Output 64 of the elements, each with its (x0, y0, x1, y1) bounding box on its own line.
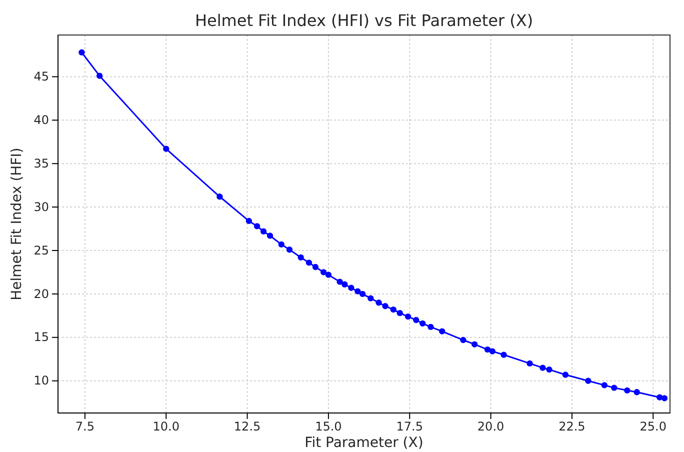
point (78, 49, 85, 56)
point (611, 384, 618, 391)
x-tick-label: 15.0 (315, 420, 342, 434)
point (634, 389, 640, 396)
point (390, 306, 396, 313)
point (278, 241, 284, 248)
point (500, 352, 507, 358)
point (312, 264, 319, 270)
point (382, 303, 388, 310)
point (562, 372, 569, 378)
point (336, 278, 343, 285)
x-tick-label: 20.0 (477, 420, 504, 434)
y-tick-label: 25 (34, 243, 49, 258)
y-tick-label: 30 (34, 200, 49, 214)
point (298, 254, 304, 261)
point (489, 348, 496, 354)
y-tick-label: 10 (34, 374, 49, 388)
y-axis-title: Helmet Fit Index (HFI) (9, 148, 25, 300)
point (428, 324, 434, 330)
point (546, 366, 552, 373)
y-tick-label: 15 (34, 330, 49, 344)
point (368, 295, 374, 302)
x-axis-title: Fit Parameter (X) (304, 435, 424, 451)
point (376, 300, 382, 306)
x-tick-label: 17.5 (396, 420, 423, 434)
x-tick-label: 10.0 (152, 420, 180, 434)
point (484, 346, 491, 353)
x-tick-label: 12.5 (234, 420, 261, 434)
point (342, 281, 348, 288)
point (420, 320, 426, 327)
point (354, 288, 361, 294)
point (286, 246, 293, 253)
point (585, 378, 592, 384)
point (438, 328, 446, 334)
point (601, 382, 608, 388)
point (163, 146, 170, 152)
point (471, 341, 478, 348)
point (404, 313, 412, 320)
point (96, 72, 103, 79)
x-tick-label: 25.0 (640, 420, 666, 434)
point (359, 290, 366, 298)
point (254, 223, 260, 230)
point (540, 364, 546, 371)
x-tick-label: 7.5 (75, 420, 94, 434)
point (661, 395, 668, 402)
y-tick-label: 20 (34, 286, 49, 301)
point (306, 260, 312, 266)
point (266, 232, 274, 239)
y-tick-label: 35 (34, 156, 49, 170)
point (260, 228, 267, 234)
point (413, 316, 420, 324)
point (460, 336, 466, 344)
point (624, 387, 630, 394)
chart-title: Helmet Fit Index (HFI) vs Fit Parameter (X) (194, 11, 534, 30)
x-tick-label: 22.5 (558, 420, 586, 434)
point (325, 272, 332, 278)
point (246, 218, 252, 224)
point (396, 310, 403, 316)
point (216, 194, 223, 200)
y-tick-label: 40 (34, 113, 49, 127)
point (320, 269, 327, 276)
point (526, 360, 533, 367)
y-tick-label: 45 (34, 70, 49, 84)
point (348, 284, 354, 291)
